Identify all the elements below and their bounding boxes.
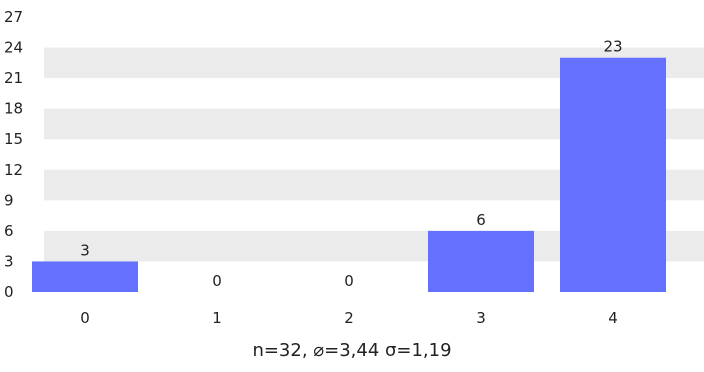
bars	[32, 57, 666, 293]
summary-statistics: n=32, ⌀=3,44 σ=1,19	[252, 340, 452, 361]
y-tick-label: 12	[4, 161, 23, 179]
y-tick-label: 21	[4, 69, 23, 87]
x-tick-label: 2	[344, 309, 354, 327]
bar	[560, 57, 666, 293]
y-tick-label: 15	[4, 130, 23, 148]
x-axis-tick-labels: 0 1 2 3 4	[80, 309, 618, 327]
y-tick-label: 0	[4, 283, 14, 301]
y-tick-label: 24	[4, 39, 23, 57]
y-tick-label: 18	[4, 100, 23, 118]
bar-value-label: 0	[212, 272, 222, 290]
y-tick-label: 6	[4, 222, 14, 240]
y-axis-tick-labels: 0 3 6 9 12 15 18 21 24 27	[4, 8, 23, 301]
bar-value-label: 0	[344, 272, 354, 290]
x-tick-label: 1	[212, 309, 222, 327]
x-tick-label: 3	[476, 309, 486, 327]
x-tick-label: 0	[80, 309, 90, 327]
y-tick-label: 3	[4, 252, 14, 270]
y-tick-label: 27	[4, 8, 23, 26]
bar	[32, 261, 138, 292]
bar-value-label: 23	[603, 38, 622, 56]
bar-value-label: 3	[80, 241, 90, 259]
bar	[428, 230, 534, 292]
y-tick-label: 9	[4, 191, 14, 209]
bar-value-labels: 3 0 0 6 23	[80, 38, 622, 290]
x-tick-label: 4	[608, 309, 618, 327]
bar-value-label: 6	[476, 211, 486, 229]
